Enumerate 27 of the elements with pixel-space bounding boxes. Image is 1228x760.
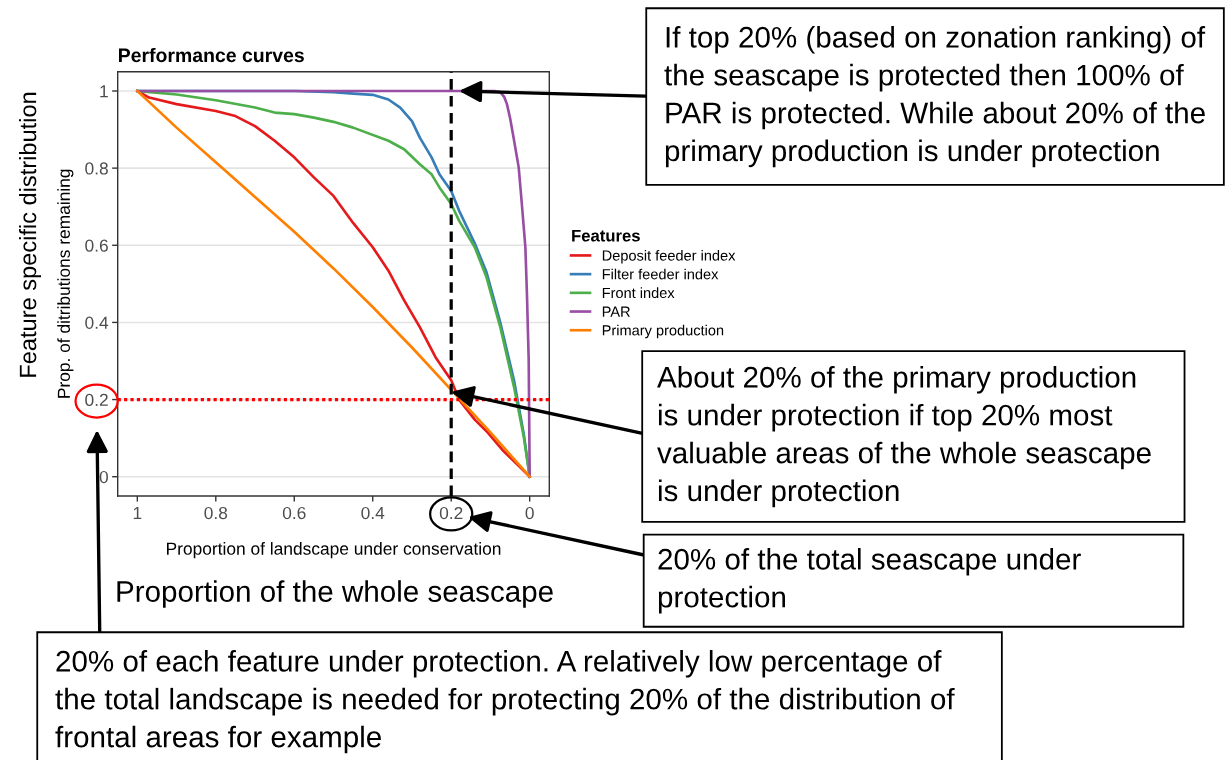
legend-label: Filter feeder index xyxy=(602,268,719,280)
x-tick-label: 1 xyxy=(133,507,142,519)
legend-label: Primary production xyxy=(602,324,724,339)
y-tick-label: 0.6 xyxy=(85,239,108,252)
y-tick-label: 0.2 xyxy=(85,393,108,407)
y-tick-label: 0 xyxy=(99,470,108,484)
text: Proportion of the whole seascape xyxy=(117,580,553,608)
x-tick-label: 0 xyxy=(525,506,534,520)
annotation: About 20% of the primary production is under protection if top 20% most valuable areas of the whole seascape is under protection xyxy=(657,366,1151,508)
text: Feature specific distribution xyxy=(19,92,42,377)
x-tick-label: 0.6 xyxy=(282,506,306,520)
x-tick-label: 0.2 xyxy=(439,506,463,520)
y-axis-title: Prop. of ditributions remaining xyxy=(57,169,74,398)
x-tick-label: 0.8 xyxy=(204,506,228,520)
x-tick-label: 0.4 xyxy=(361,506,385,520)
y-tick-label: 0.4 xyxy=(85,316,109,329)
legend-label: Deposit feeder index xyxy=(602,249,736,264)
legend-title: Features xyxy=(572,229,640,242)
text: 20% of each feature under protection. A relatively low percentage of the total landscape is needed for protecting 20% of the distribution of frontal areas for example xyxy=(55,650,955,754)
legend-label: PAR xyxy=(602,306,630,317)
x-axis-title: Proportion of landscape under conservation xyxy=(167,542,501,559)
y-tick-label: 1 xyxy=(100,85,108,98)
legend-label: Front index xyxy=(602,287,675,299)
text: 20% of the total seascape under protection xyxy=(658,548,1081,614)
annotation: If top 20% (based on zonation ranking) of the seascape is protected then 100% of PAR is protected. While about 20% of the primary production is under protection xyxy=(664,26,1206,168)
chart-title: Performance curves xyxy=(119,47,304,63)
y-tick-label: 0.8 xyxy=(85,162,108,175)
